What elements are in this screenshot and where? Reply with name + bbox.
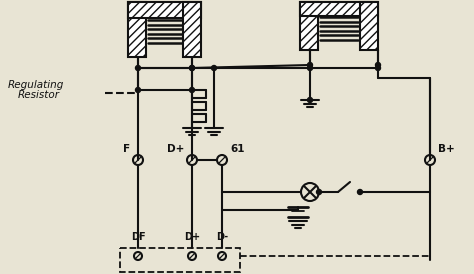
Circle shape [136, 87, 140, 93]
Circle shape [308, 98, 312, 102]
Circle shape [136, 65, 140, 70]
Text: Regulating: Regulating [8, 80, 64, 90]
Text: D-: D- [216, 232, 228, 242]
Circle shape [308, 62, 312, 67]
Text: F: F [123, 144, 130, 154]
Text: Resistor: Resistor [18, 90, 60, 100]
Circle shape [211, 65, 217, 70]
Circle shape [308, 65, 312, 70]
Bar [128, 2, 146, 57]
Circle shape [375, 62, 381, 67]
Text: D+: D+ [184, 232, 200, 242]
Bar [300, 2, 378, 16]
Bar [120, 248, 240, 272]
Text: B+: B+ [438, 144, 455, 154]
Text: DF: DF [131, 232, 146, 242]
Bar [128, 2, 201, 18]
Circle shape [317, 190, 321, 195]
Circle shape [190, 65, 194, 70]
Text: 61: 61 [230, 144, 245, 154]
Bar [360, 2, 378, 50]
Bar [300, 2, 318, 50]
Bar [183, 2, 201, 57]
Text: D+: D+ [167, 144, 184, 154]
Circle shape [357, 190, 363, 195]
Circle shape [190, 87, 194, 93]
Circle shape [190, 65, 194, 70]
Circle shape [375, 65, 381, 70]
